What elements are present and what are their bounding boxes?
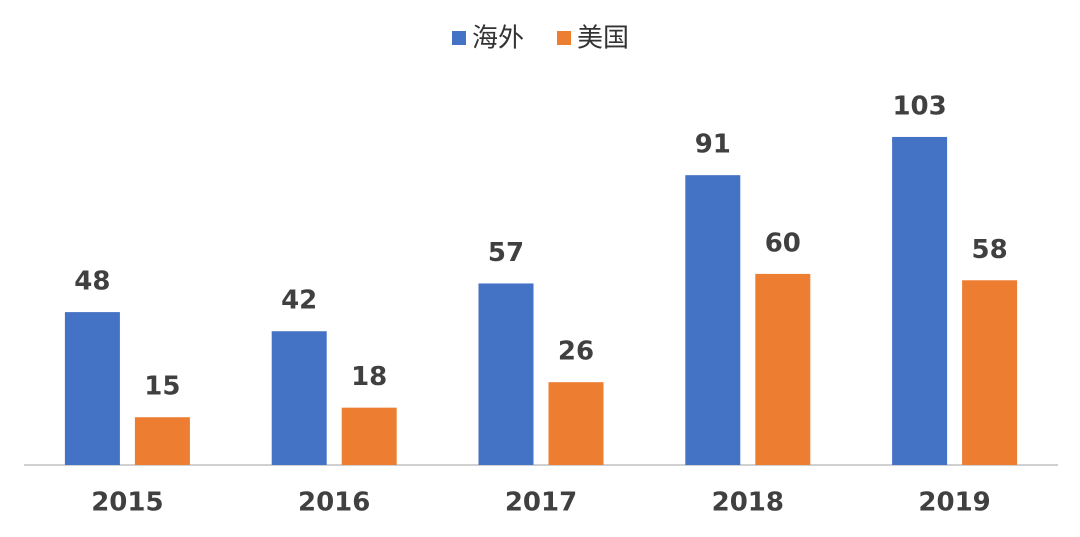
bar [548, 382, 604, 465]
value-label: 57 [488, 238, 524, 268]
value-label: 15 [144, 372, 180, 402]
value-label: 18 [351, 362, 387, 392]
value-label: 26 [558, 337, 594, 367]
value-label: 42 [281, 286, 317, 316]
bar [892, 136, 948, 465]
legend-label: 美国 [577, 24, 629, 54]
legend-label: 海外 [472, 24, 524, 54]
x-tick-label: 2017 [505, 488, 577, 518]
value-label: 48 [74, 267, 110, 297]
x-tick-label: 2016 [298, 488, 370, 518]
bar [271, 331, 327, 465]
value-label: 91 [695, 130, 731, 160]
value-label: 60 [765, 228, 801, 258]
value-label: 103 [892, 91, 946, 121]
x-tick-label: 2015 [91, 488, 163, 518]
bar [341, 407, 397, 465]
bar [685, 175, 741, 466]
bar [478, 283, 534, 465]
bar [755, 273, 811, 465]
x-tick-label: 2018 [712, 488, 784, 518]
x-tick-label: 2019 [918, 488, 990, 518]
legend-swatch [452, 31, 466, 45]
bar [962, 280, 1018, 465]
bar [64, 312, 120, 465]
bar [134, 417, 190, 465]
legend-swatch [557, 31, 572, 45]
legend: 海外 美国 [452, 24, 629, 54]
value-label: 58 [972, 235, 1008, 265]
